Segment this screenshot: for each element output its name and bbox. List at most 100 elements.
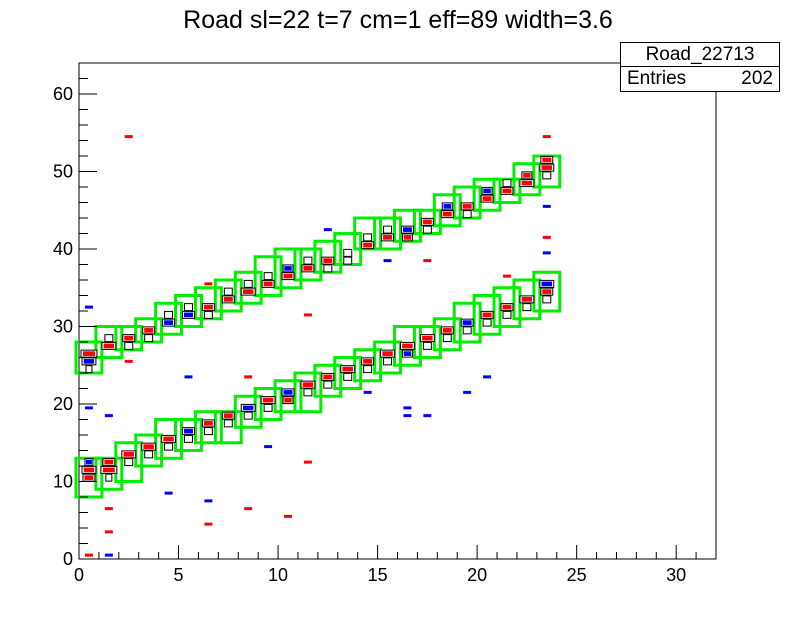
hit-bin-fill bbox=[83, 359, 95, 364]
hit-bin-fill bbox=[422, 335, 433, 341]
hit-bin-fill bbox=[383, 235, 393, 240]
hit-bin-fill bbox=[502, 304, 512, 310]
hit-bin-fill bbox=[482, 196, 492, 201]
hit-bin bbox=[85, 365, 93, 374]
road-box bbox=[114, 441, 144, 483]
hit-bin bbox=[343, 372, 353, 381]
noise-hit bbox=[104, 530, 113, 534]
noise-hit bbox=[104, 414, 113, 418]
hit-bin bbox=[422, 225, 432, 234]
chart-title: Road sl=22 t=7 cm=1 eff=89 width=3.6 bbox=[183, 6, 613, 34]
noise-hit bbox=[244, 507, 253, 511]
hit-bin-fill bbox=[342, 366, 353, 372]
hit-bin-fill bbox=[184, 312, 193, 318]
hit-bin bbox=[164, 310, 174, 319]
hit-bin-fill bbox=[323, 258, 333, 263]
noise-hit bbox=[84, 305, 93, 309]
hit-bin-fill bbox=[403, 235, 412, 240]
hit-bin-fill bbox=[542, 289, 552, 294]
hit-bin-fill bbox=[403, 351, 412, 356]
hit-bin bbox=[363, 233, 373, 242]
noise-hit bbox=[542, 235, 551, 239]
noise-hit bbox=[403, 406, 412, 410]
hit-bin bbox=[422, 341, 432, 350]
y-tick-label: 40 bbox=[53, 239, 73, 259]
hit-bin bbox=[144, 450, 154, 459]
stats-histogram-name: Road_22713 bbox=[621, 43, 779, 67]
hit-bin bbox=[223, 419, 233, 428]
hit-bin bbox=[184, 434, 193, 443]
road-box bbox=[472, 177, 502, 212]
hit-bin-fill bbox=[462, 204, 472, 209]
hit-bin bbox=[104, 334, 114, 343]
hit-bin bbox=[522, 303, 532, 312]
hit-bin-fill bbox=[143, 444, 154, 449]
y-tick-label: 50 bbox=[53, 162, 73, 182]
hit-bin-fill bbox=[262, 397, 274, 403]
stats-entries-label: Entries bbox=[627, 68, 687, 89]
road-box bbox=[233, 394, 263, 429]
hit-bin bbox=[383, 357, 393, 366]
y-tick-label: 60 bbox=[53, 84, 73, 104]
noise-hit bbox=[323, 228, 332, 232]
hit-bin bbox=[263, 403, 273, 412]
x-tick-label: 20 bbox=[467, 565, 487, 585]
hit-bin bbox=[243, 279, 253, 288]
hit-bin-fill bbox=[502, 188, 512, 194]
hit-bin bbox=[124, 458, 134, 467]
hit-bin-fill bbox=[363, 359, 373, 364]
hit-bin bbox=[223, 287, 233, 296]
road-box bbox=[293, 247, 323, 282]
noise-hit bbox=[164, 491, 173, 495]
hit-bin bbox=[363, 365, 373, 374]
hit-bin bbox=[502, 179, 512, 188]
road-box bbox=[174, 294, 203, 328]
road-box bbox=[452, 301, 482, 344]
noise-hit bbox=[184, 375, 193, 379]
hit-bin bbox=[383, 225, 393, 234]
hit-bin bbox=[303, 388, 313, 397]
hit-bin-fill bbox=[462, 320, 472, 325]
noise-hit bbox=[542, 135, 551, 139]
road-box bbox=[154, 301, 184, 336]
x-tick-label: 30 bbox=[666, 565, 686, 585]
hit-bin bbox=[323, 264, 333, 273]
hit-bin-fill bbox=[302, 382, 314, 387]
hit-bin bbox=[542, 295, 552, 304]
noise-hit bbox=[284, 514, 292, 518]
noise-hit bbox=[483, 375, 492, 379]
hit-bin-fill bbox=[541, 165, 553, 170]
noise-hit bbox=[104, 553, 113, 557]
road-box bbox=[273, 247, 303, 290]
hit-bin-fill bbox=[184, 428, 193, 434]
noise-hit bbox=[204, 522, 213, 526]
road-box bbox=[512, 162, 542, 197]
hit-bin-fill bbox=[483, 188, 491, 194]
hit-bin-fill bbox=[521, 297, 533, 302]
hit-bin-fill bbox=[402, 227, 412, 232]
road-box bbox=[253, 255, 283, 297]
x-tick-label: 25 bbox=[567, 565, 587, 585]
hit-bin bbox=[303, 256, 313, 265]
noise-hit bbox=[244, 375, 253, 379]
hit-bin-fill bbox=[443, 204, 451, 209]
hit-bin bbox=[462, 210, 472, 219]
hit-bin-fill bbox=[323, 374, 333, 380]
hit-bin-fill bbox=[242, 405, 254, 411]
noise-hit bbox=[104, 507, 113, 511]
road-box bbox=[233, 270, 263, 305]
y-tick-label: 30 bbox=[53, 317, 73, 337]
hit-bin-fill bbox=[442, 328, 452, 333]
hit-bin-fill bbox=[163, 436, 174, 442]
noise-hit bbox=[403, 414, 412, 418]
hit-bin bbox=[542, 171, 552, 180]
hit-bin-fill bbox=[84, 475, 94, 480]
hit-bin bbox=[105, 473, 113, 482]
noise-hit bbox=[303, 313, 312, 317]
hit-bin-fill bbox=[283, 273, 293, 279]
hit-bin-fill bbox=[104, 459, 114, 465]
hit-bins-layer bbox=[80, 155, 555, 482]
hit-bin-fill bbox=[442, 211, 452, 217]
y-tick-label: 10 bbox=[53, 472, 73, 492]
hit-bin-fill bbox=[203, 304, 213, 310]
